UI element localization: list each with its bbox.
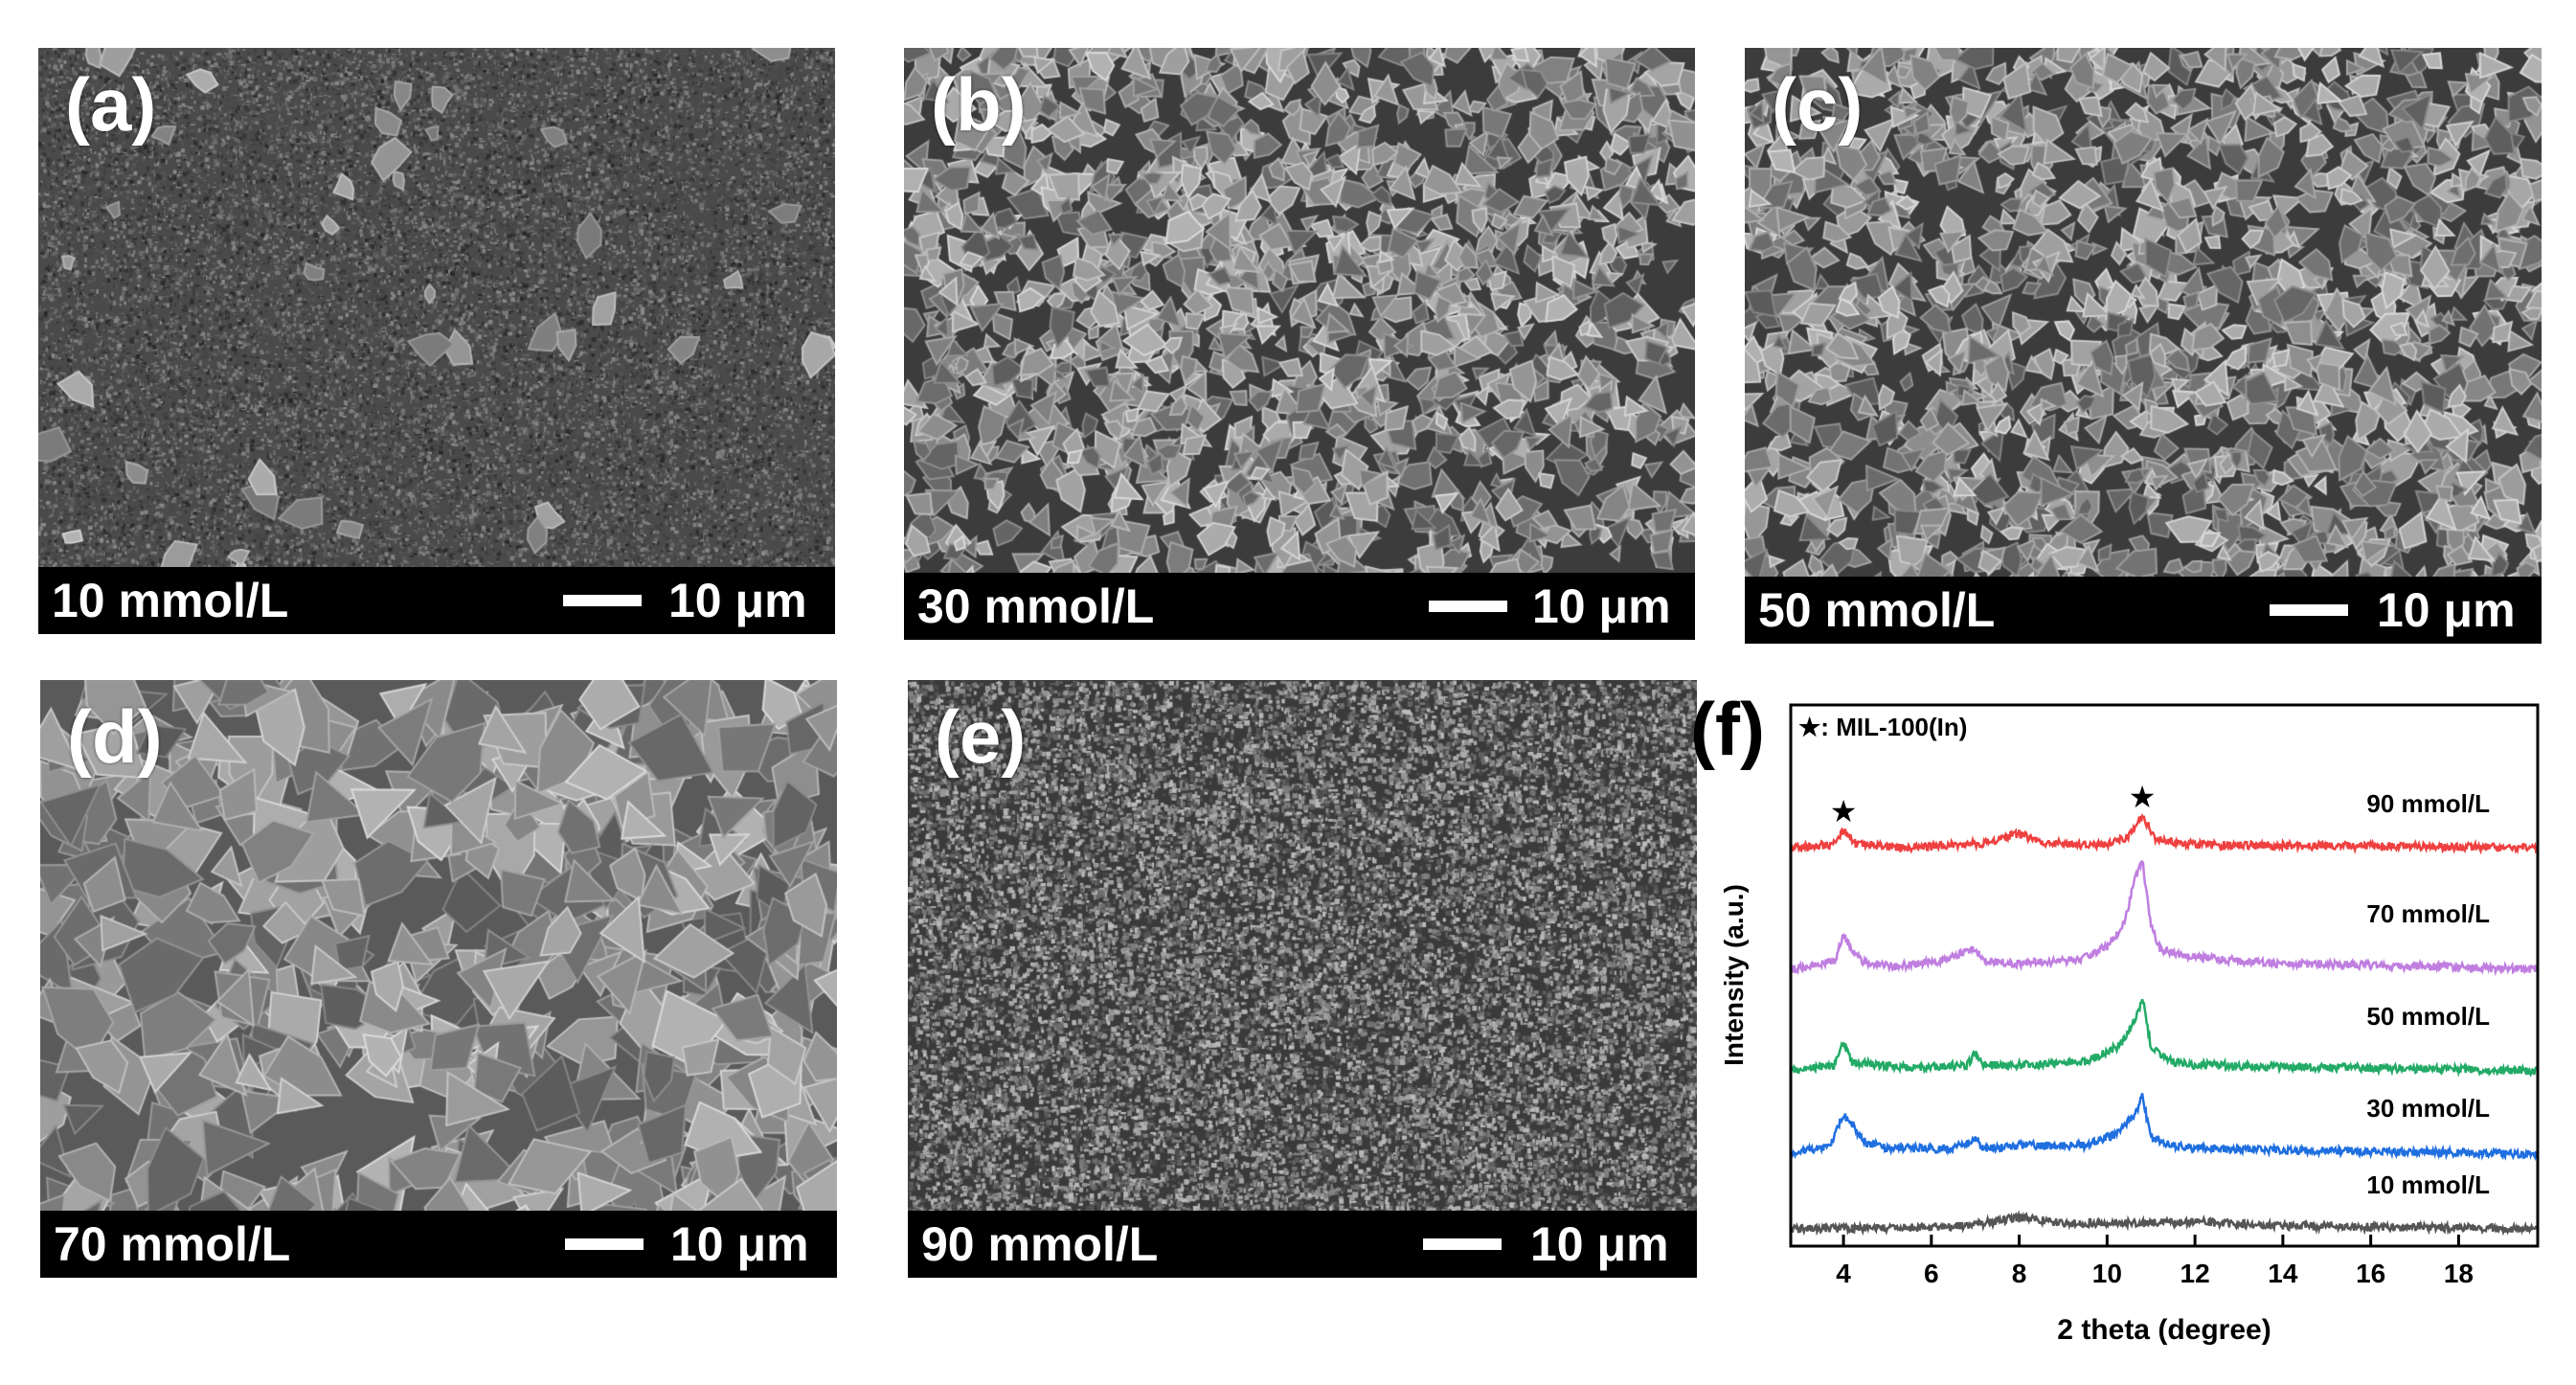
scale-text-c: 10 μm — [2377, 583, 2516, 637]
series-label-10: 10 mmol/L — [2366, 1170, 2490, 1199]
series-label-70: 70 mmol/L — [2366, 899, 2490, 928]
x-tick-label: 6 — [1924, 1259, 1939, 1288]
peak-star-marker: ★ — [1830, 793, 1858, 829]
x-tick-label: 10 — [2092, 1259, 2122, 1288]
panel-label-f: (f) — [1690, 687, 1765, 771]
sem-panel-c: (c) 50 mmol/L 10 μm — [1745, 48, 2542, 644]
sem-image-d — [40, 680, 837, 1278]
legend-text: ★: MIL-100(In) — [1798, 713, 1967, 741]
concentration-label-c: 50 mmol/L — [1758, 583, 1996, 637]
info-bar-a: 10 mmol/L 10 μm — [38, 567, 835, 634]
sem-panel-b: (b) 30 mmol/L 10 μm — [904, 48, 1695, 640]
x-tick-label: 8 — [2012, 1259, 2027, 1288]
xrd-series-labels: 90 mmol/L 70 mmol/L 50 mmol/L 30 mmol/L 10 m… — [2366, 789, 2490, 1199]
sem-panel-e: (e) 90 mmol/L 10 μm — [908, 680, 1697, 1278]
scale-text-b: 10 μm — [1532, 579, 1671, 633]
series-label-50: 50 mmol/L — [2366, 1002, 2490, 1031]
series-line-90 — [1789, 813, 2540, 855]
x-tick-label: 16 — [2356, 1259, 2385, 1288]
scale-text-a: 10 μm — [668, 574, 807, 627]
concentration-label-a: 10 mmol/L — [52, 574, 289, 627]
concentration-label-e: 90 mmol/L — [921, 1217, 1159, 1271]
panel-label-b: (b) — [931, 62, 1027, 147]
scale-bar-d — [565, 1238, 644, 1250]
sem-image-c — [1745, 48, 2542, 644]
series-line-50 — [1790, 998, 2540, 1078]
concentration-label-b: 30 mmol/L — [917, 579, 1155, 633]
series-line-30 — [1790, 1093, 2540, 1161]
series-line-10 — [1790, 1210, 2540, 1237]
series-label-90: 90 mmol/L — [2366, 789, 2490, 818]
info-bar-e: 90 mmol/L 10 μm — [908, 1211, 1697, 1278]
peak-star-marker: ★ — [2129, 779, 2157, 815]
info-bar-b: 30 mmol/L 10 μm — [904, 573, 1695, 640]
series-label-30: 30 mmol/L — [2366, 1094, 2490, 1123]
x-tick-label: 4 — [1836, 1259, 1851, 1288]
sem-image-a — [38, 48, 835, 634]
sem-image-e — [908, 680, 1697, 1278]
x-axis-label: 2 theta (degree) — [2057, 1314, 2271, 1346]
scale-text-d: 10 μm — [670, 1217, 809, 1271]
x-tick-label: 12 — [2181, 1259, 2210, 1288]
info-bar-c: 50 mmol/L 10 μm — [1745, 577, 2542, 644]
sem-panel-d: (d) 70 mmol/L 10 μm — [40, 680, 837, 1278]
x-tick-label: 14 — [2268, 1259, 2298, 1288]
sem-panel-a: (a) 10 mmol/L 10 μm — [38, 48, 835, 634]
y-axis-label: Intensity (a.u.) — [1719, 884, 1749, 1066]
xrd-chart: 90 mmol/L 70 mmol/L 50 mmol/L 30 mmol/L 10 m… — [1719, 703, 2540, 1346]
peak-markers: ★ ★ — [1830, 779, 2157, 829]
info-bar-d: 70 mmol/L 10 μm — [40, 1211, 837, 1278]
panel-label-e: (e) — [935, 694, 1027, 779]
scale-bar-e — [1423, 1238, 1502, 1250]
panel-label-c: (c) — [1772, 62, 1864, 147]
concentration-label-d: 70 mmol/L — [54, 1217, 291, 1271]
panel-label-a: (a) — [65, 62, 157, 147]
sem-image-b — [904, 48, 1695, 640]
xrd-series-group — [1789, 813, 2540, 1237]
x-ticks: 4 6 8 10 12 14 16 18 — [1836, 1235, 2474, 1288]
scale-bar-c — [2270, 604, 2348, 616]
scale-bar-b — [1429, 601, 1507, 612]
scale-text-e: 10 μm — [1530, 1217, 1669, 1271]
scale-bar-a — [563, 595, 642, 606]
x-tick-label: 18 — [2444, 1259, 2474, 1288]
series-line-70 — [1789, 860, 2540, 977]
plot-frame — [1789, 703, 2540, 1248]
panel-label-d: (d) — [67, 694, 163, 779]
